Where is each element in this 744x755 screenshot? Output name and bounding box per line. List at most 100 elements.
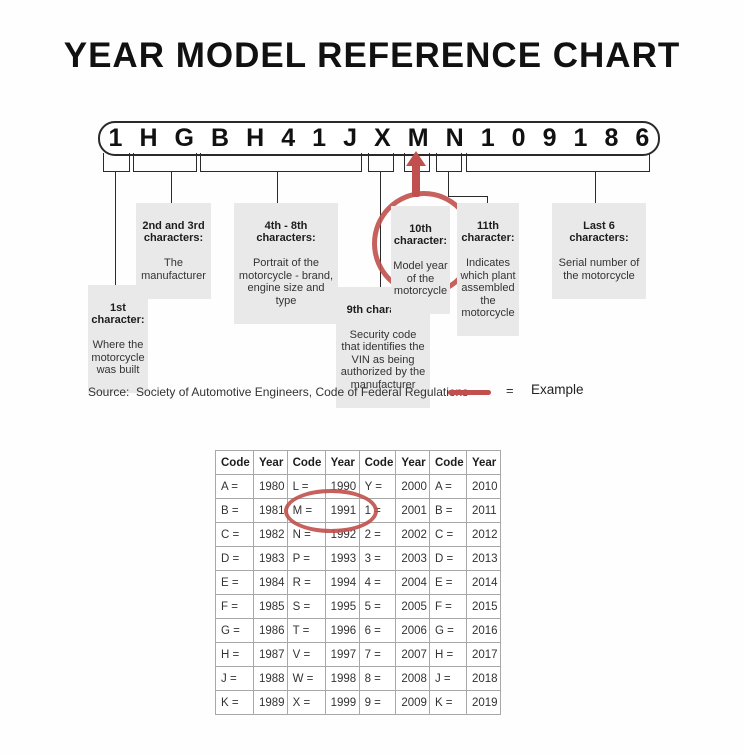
example-arrow-shaft	[412, 164, 420, 197]
callout-body: Indicates which plant assembled the moto…	[460, 257, 516, 319]
year-code-cell: 2013	[465, 546, 501, 571]
year-code-cell: 1983	[253, 546, 288, 571]
table-header-cell: Code	[215, 450, 254, 475]
vin-character: 8	[604, 124, 619, 152]
year-code-cell: F =	[428, 594, 467, 619]
callout-body: Portrait of the motorcycle - brand, engi…	[238, 257, 334, 307]
table-header-cell: Year	[395, 450, 430, 475]
year-code-cell: 1987	[253, 642, 288, 667]
connector-11th-c	[487, 196, 488, 204]
table-row: F = 1985 S = 1995 5 = 2005 F = 2015	[215, 594, 501, 619]
legend-equals: =	[506, 383, 514, 398]
table-row: K = 1989 X = 1999 9 = 2009 K = 2019	[215, 690, 501, 715]
year-code-cell: 2012	[465, 522, 501, 547]
table-header-cell: Code	[286, 450, 326, 475]
year-code-cell: 1993	[324, 546, 360, 571]
year-code-cell: R =	[286, 570, 326, 595]
year-code-cell: B =	[428, 498, 467, 523]
vin-character: X	[374, 124, 391, 152]
year-code-cell: 9 =	[358, 690, 397, 715]
vin-character: 1	[312, 124, 327, 152]
connector-11th-b	[448, 196, 488, 197]
year-code-cell: 5 =	[358, 594, 397, 619]
year-code-cell: 2009	[395, 690, 430, 715]
callout-last-6-characters: Last 6 characters: Serial number of the …	[552, 203, 646, 299]
source-text: Source: Society of Automotive Engineers,…	[88, 385, 469, 399]
bracket-4th-8th	[200, 153, 362, 172]
vin-character: 1	[108, 124, 123, 152]
vin-character: 0	[511, 124, 526, 152]
year-code-cell: J =	[215, 666, 254, 691]
table-row: E = 1984 R = 1994 4 = 2004 E = 2014	[215, 570, 501, 595]
year-code-cell: H =	[428, 642, 467, 667]
callout-header: 10th character:	[393, 222, 448, 248]
year-code-cell: K =	[215, 690, 254, 715]
table-header-row: Code Year Code Year Code Year Code Year	[215, 450, 501, 475]
year-code-cell: P =	[286, 546, 326, 571]
year-code-cell: 2006	[395, 618, 430, 643]
year-code-cell: T =	[286, 618, 326, 643]
year-code-cell: 2019	[465, 690, 501, 715]
table-header-cell: Year	[253, 450, 288, 475]
callout-header: 2nd and 3rd characters:	[142, 219, 205, 245]
year-code-cell: 8 =	[358, 666, 397, 691]
connector-last-6	[595, 171, 596, 203]
table-header-cell: Year	[465, 450, 501, 475]
year-code-cell: 6 =	[358, 618, 397, 643]
callout-11th-character: 11th character: Indicates which plant as…	[457, 203, 519, 336]
year-code-cell: A =	[215, 474, 254, 499]
bracket-11th-char	[436, 153, 462, 172]
year-code-table: Code Year Code Year Code Year Code Year A = 1980…	[215, 450, 501, 715]
year-code-cell: E =	[428, 570, 467, 595]
year-code-cell: 1984	[253, 570, 288, 595]
connector-4th-8th	[277, 171, 278, 203]
year-code-cell: 2018	[465, 666, 501, 691]
callout-body: Model year of the motorcycle	[393, 260, 448, 297]
year-code-cell: 2001	[395, 498, 430, 523]
year-code-cell: 2011	[465, 498, 501, 523]
year-code-cell: Y =	[358, 474, 397, 499]
year-code-cell: G =	[215, 618, 254, 643]
vin-character: 4	[281, 124, 296, 152]
year-code-cell: 1986	[253, 618, 288, 643]
table-row: J = 1988 W = 1998 8 = 2008 J = 2018	[215, 666, 501, 691]
vin-character: 6	[635, 124, 650, 152]
year-code-cell: X =	[286, 690, 326, 715]
year-code-cell: 2008	[395, 666, 430, 691]
year-code-cell: 1981	[253, 498, 288, 523]
example-ellipse-m-1991	[284, 489, 378, 533]
table-row: H = 1987 V = 1997 7 = 2007 H = 2017	[215, 642, 501, 667]
table-row: D = 1983 P = 1993 3 = 2003 D = 2013	[215, 546, 501, 571]
table-header-cell: Year	[324, 450, 360, 475]
year-code-cell: 2007	[395, 642, 430, 667]
vin-character: M	[407, 124, 429, 152]
callout-2nd-3rd-characters: 2nd and 3rd characters: The manufacturer	[136, 203, 211, 299]
year-code-cell: 2015	[465, 594, 501, 619]
year-code-cell: 1995	[324, 594, 360, 619]
vin-character: J	[343, 124, 357, 152]
table-row: G = 1986 T = 1996 6 = 2006 G = 2016	[215, 618, 501, 643]
connector-2nd-3rd	[171, 171, 172, 203]
year-code-cell: 4 =	[358, 570, 397, 595]
year-code-cell: 1980	[253, 474, 288, 499]
year-code-cell: 1997	[324, 642, 360, 667]
callout-4th-8th-characters: 4th - 8th characters: Portrait of the mo…	[234, 203, 338, 324]
example-arrow-icon	[406, 151, 426, 166]
year-code-cell: 1996	[324, 618, 360, 643]
year-code-cell: F =	[215, 594, 254, 619]
year-code-cell: 2002	[395, 522, 430, 547]
year-code-cell: 1982	[253, 522, 288, 547]
callout-1st-character: 1st character: Where the motorcycle was …	[88, 285, 148, 393]
year-code-cell: 2014	[465, 570, 501, 595]
year-code-cell: 2017	[465, 642, 501, 667]
page-title: YEAR MODEL REFERENCE CHART	[63, 36, 681, 75]
year-code-cell: 1994	[324, 570, 360, 595]
bracket-last-6	[466, 153, 650, 172]
bracket-9th-char	[368, 153, 394, 172]
year-code-cell: G =	[428, 618, 467, 643]
year-code-cell: A =	[428, 474, 467, 499]
year-code-cell: 7 =	[358, 642, 397, 667]
callout-header: 1st character:	[91, 301, 145, 327]
